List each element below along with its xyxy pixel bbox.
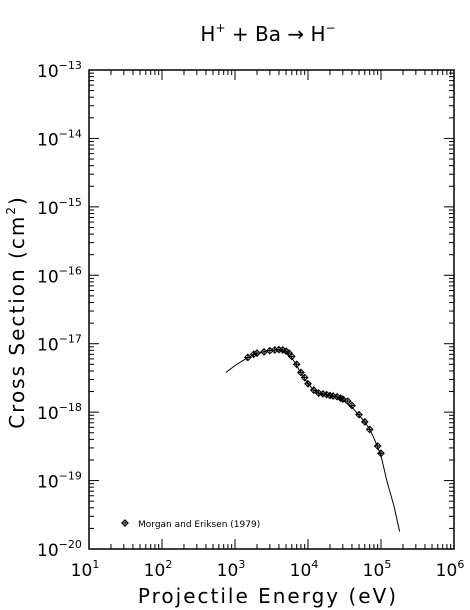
data-point bbox=[309, 386, 318, 395]
data-point bbox=[355, 410, 363, 419]
data-point bbox=[348, 401, 356, 410]
y-tick-label: 10−14 bbox=[37, 127, 82, 150]
x-tick-label: 102 bbox=[144, 558, 173, 581]
data-point bbox=[292, 360, 301, 369]
y-tick-label: 10−15 bbox=[37, 196, 82, 219]
data-point bbox=[297, 368, 305, 377]
y-tick-label: 10−20 bbox=[37, 538, 82, 561]
data-point bbox=[373, 442, 382, 450]
y-tick-label: 10−16 bbox=[37, 264, 82, 287]
y-tick-label: 10−18 bbox=[37, 401, 82, 424]
data-point bbox=[253, 349, 261, 357]
y-tick-label: 10−17 bbox=[37, 333, 82, 356]
y-tick-label: 10−19 bbox=[37, 470, 82, 493]
plot-frame bbox=[88, 69, 455, 550]
fit-curve-layer bbox=[225, 349, 401, 532]
data-point bbox=[260, 347, 268, 356]
y-tick-labels: 10−20 10−19 10−18 10−17 10−16 10−15 10−14 10−13 bbox=[37, 59, 82, 561]
data-point bbox=[243, 353, 252, 362]
data-point bbox=[377, 449, 385, 458]
legend: Morgan and Eriksen (1979) bbox=[121, 519, 260, 530]
x-tick-label: 104 bbox=[290, 558, 319, 581]
chart-title: H+ + Ba → H− bbox=[200, 21, 335, 46]
x-tick-label: 106 bbox=[436, 558, 465, 581]
data-point bbox=[365, 425, 374, 434]
x-tick-label: 101 bbox=[71, 558, 100, 581]
data-point bbox=[304, 379, 312, 388]
data-point bbox=[360, 417, 369, 426]
y-tick-label: 10−13 bbox=[37, 59, 82, 82]
data-point bbox=[287, 352, 296, 361]
fit-curve bbox=[225, 349, 401, 532]
legend-marker bbox=[121, 519, 129, 527]
x-tick-label: 105 bbox=[363, 558, 392, 581]
data-point bbox=[300, 373, 309, 382]
data-point bbox=[338, 395, 347, 404]
legend-label: Morgan and Eriksen (1979) bbox=[138, 520, 260, 530]
data-points bbox=[243, 345, 385, 458]
x-axis-label: Projectile Energy (eV) bbox=[138, 584, 398, 608]
data-point bbox=[343, 397, 352, 406]
x-tick-labels: 101 102 103 104 105 106 bbox=[71, 558, 465, 581]
legend-symbol bbox=[121, 519, 129, 527]
data-point bbox=[249, 350, 258, 359]
tick-marks bbox=[88, 70, 454, 550]
y-axis-label: Cross Section (cm2) bbox=[4, 195, 29, 429]
x-tick-label: 103 bbox=[217, 558, 246, 581]
